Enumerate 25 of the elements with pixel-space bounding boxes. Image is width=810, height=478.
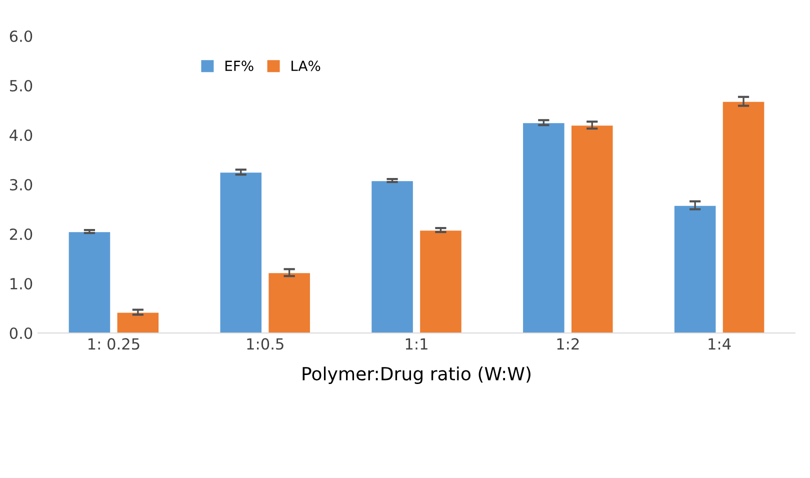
x-tick-label: 1:2 [557,338,579,350]
y-tick-label: 6.0 [10,30,32,42]
bar [418,229,462,333]
y-tick-label: 2.0 [10,228,32,240]
bar [68,230,112,333]
bar [116,312,160,333]
y-tick-label: 0.0 [10,327,32,340]
bar [370,180,414,333]
bar [673,204,717,333]
y-tick-label: 3.0 [10,178,32,191]
bar [722,100,766,333]
y-tick-label: 5.0 [10,80,32,92]
x-tick-label: 1:0.5 [247,338,284,350]
y-tick-label: 1.0 [10,278,32,290]
x-tick-label: 1: 0.25 [88,338,140,350]
x-tick-label: 1:1 [406,338,428,350]
bar [522,122,566,333]
bar [570,124,614,333]
x-tick-label: 1:4 [708,338,731,350]
y-tick-label: 4.0 [10,129,32,142]
x-axis-title: Polymer:Drug ratio (W:W) [302,366,530,384]
legend-label: EF% [225,60,254,72]
bar [268,272,312,333]
bar [219,172,263,333]
legend-label: LA% [292,60,320,72]
